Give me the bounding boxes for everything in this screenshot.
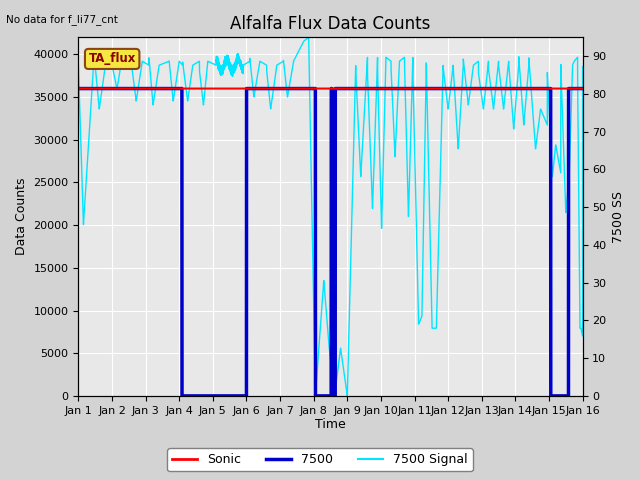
Y-axis label: Data Counts: Data Counts	[15, 178, 28, 255]
Title: Alfalfa Flux Data Counts: Alfalfa Flux Data Counts	[230, 15, 431, 33]
Text: No data for f_li77_cnt: No data for f_li77_cnt	[6, 14, 118, 25]
Legend: Sonic, 7500, 7500 Signal: Sonic, 7500, 7500 Signal	[167, 448, 473, 471]
X-axis label: Time: Time	[315, 419, 346, 432]
Y-axis label: 7500 SS: 7500 SS	[612, 191, 625, 242]
Text: TA_flux: TA_flux	[88, 52, 136, 65]
